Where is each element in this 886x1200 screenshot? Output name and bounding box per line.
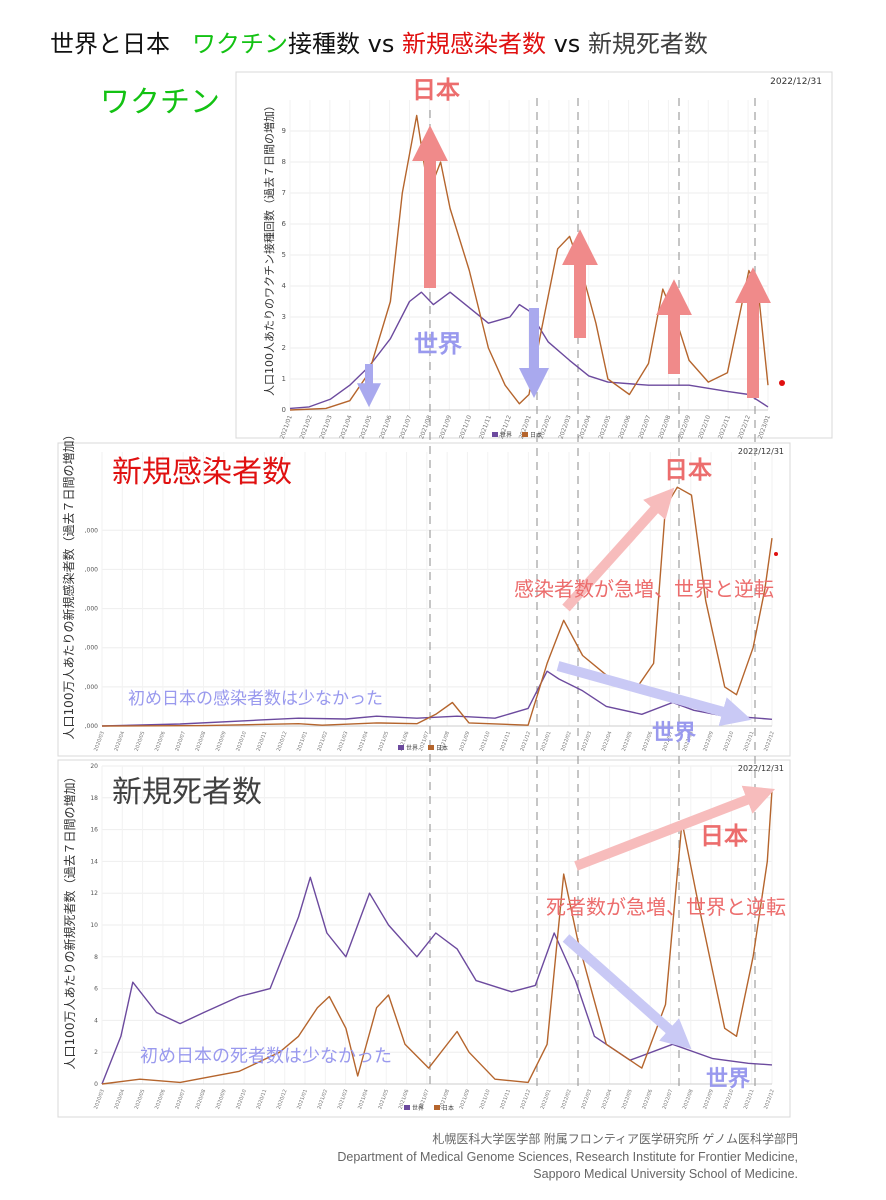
cases-latest-marker [774, 552, 778, 556]
y-tick-label: ,000 [85, 723, 99, 730]
vaccine-panel-label: ワクチン [100, 85, 220, 120]
vaccine-ylabel: 人口100人あたりのワクチン接種回数（過去７日間の増加） [262, 100, 276, 396]
y-tick-label: 14 [90, 858, 98, 865]
y-tick-label: 6 [94, 986, 98, 993]
title-part-3: 接種数 vs [288, 30, 402, 58]
series-line-japan [289, 114, 769, 411]
y-tick-label: ,000 [85, 527, 99, 534]
cases-date-label: 2022/12/31 [738, 447, 784, 456]
title-part-1: 世界と日本 [50, 30, 170, 58]
vaccine-date-label: 2022/12/31 [770, 77, 822, 87]
deaths-reversal-annotation: 死者数が急増、世界と逆転 [546, 895, 786, 919]
cases-up-arrow [562, 487, 675, 612]
y-tick-label: 3 [282, 313, 286, 321]
legend-label: 日本 [442, 1104, 454, 1112]
deaths-japan-annotation: 日本 [700, 822, 748, 850]
series-line-japan [101, 486, 773, 727]
legend-swatch [522, 432, 528, 437]
credit-line-1: 札幌医科大学医学部 附属フロンティア医学研究所 ゲノム医科学部門 [432, 1132, 798, 1146]
deaths-ylabel: 人口100万人あたりの新規死者数（過去７日間の増加） [62, 771, 77, 1070]
y-tick-label: ,000 [85, 645, 99, 652]
y-tick-label: 12 [90, 890, 98, 897]
y-tick-label: 5 [282, 251, 286, 259]
legend-label: 世界 [500, 431, 512, 439]
title-part-6: 新規死者数 [587, 30, 708, 58]
title-part-5: vs [545, 30, 588, 58]
legend-label: 日本 [530, 431, 542, 439]
vaccine-world-annotation: 世界 [414, 330, 462, 358]
deaths-date-label: 2022/12/31 [738, 764, 784, 773]
series-line-world [101, 670, 773, 727]
title-part-2: ワクチン [192, 30, 288, 58]
vaccine-japan-annotation: 日本 [412, 76, 460, 104]
y-tick-label: 9 [282, 127, 286, 135]
y-tick-label: 4 [94, 1017, 98, 1024]
legend-swatch [404, 1105, 410, 1110]
deaths-up-arrow [574, 785, 776, 871]
y-tick-label: 16 [90, 827, 98, 834]
credit-line-3: Sapporo Medical University School of Med… [533, 1167, 798, 1181]
y-tick-label: 2 [282, 344, 286, 352]
legend-swatch [434, 1105, 440, 1110]
cases-panel-label: 新規感染者数 [112, 455, 292, 490]
y-tick-label: 0 [282, 406, 286, 414]
y-tick-label: ,000 [85, 684, 99, 691]
y-tick-label: 18 [90, 795, 98, 802]
legend-swatch [428, 745, 434, 750]
series-line-japan [101, 789, 773, 1085]
page-title: 世界と日本 ワクチン接種数 vs 新規感染者数 vs 新規死者数 [50, 24, 708, 59]
title-part-4: 新規感染者数 [401, 30, 546, 58]
cases-japan-annotation: 日本 [664, 456, 712, 484]
y-tick-label: 10 [90, 922, 98, 929]
deaths-world-annotation: 世界 [706, 1067, 750, 1092]
y-tick-label: 6 [282, 220, 287, 228]
cases-initial-annotation: 初め日本の感染者数は少なかった [128, 689, 383, 709]
cases-reversal-annotation: 感染者数が急増、世界と逆転 [514, 577, 774, 601]
legend-swatch [398, 745, 404, 750]
deaths-panel-frame [57, 759, 791, 1118]
deaths-panel-label: 新規死者数 [112, 775, 262, 810]
y-tick-label: 8 [282, 158, 286, 166]
y-tick-label: 1 [282, 375, 286, 383]
legend-label: 世界 [406, 744, 418, 752]
deaths-initial-annotation: 初め日本の死者数は少なかった [140, 1046, 392, 1067]
legend-label: 日本 [436, 744, 448, 752]
credit-line-2: Department of Medical Genome Sciences, R… [337, 1150, 798, 1164]
cases-ylabel: 人口100万人あたりの新規感染者数（過去７日間の増加） [61, 429, 76, 740]
y-tick-label: 20 [90, 763, 98, 770]
legend-swatch [492, 432, 498, 437]
y-tick-label: 8 [94, 954, 98, 961]
cases-down-arrow [556, 661, 752, 727]
deaths-down-arrow [562, 934, 692, 1050]
y-tick-label: 4 [282, 282, 287, 290]
y-tick-label: 7 [282, 189, 286, 197]
legend-label: 世界 [412, 1104, 424, 1112]
y-tick-label: 2 [94, 1049, 98, 1056]
y-tick-label: ,000 [85, 606, 99, 613]
y-tick-label: ,000 [85, 566, 99, 573]
y-tick-label: 0 [94, 1081, 98, 1088]
vaccine-latest-marker [779, 380, 785, 386]
cases-world-annotation: 世界 [652, 721, 696, 746]
